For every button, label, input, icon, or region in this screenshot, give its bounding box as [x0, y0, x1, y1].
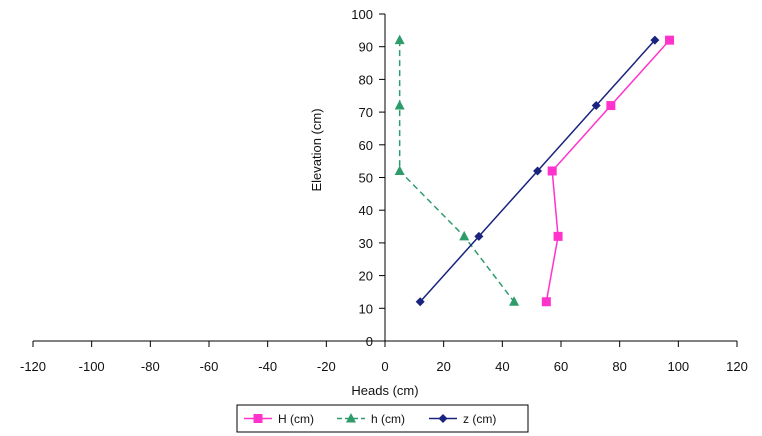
y-axis-title: Elevation (cm)	[309, 108, 324, 191]
legend: H (cm) h (cm) z (cm)	[236, 404, 529, 433]
data-point-diamond	[415, 297, 425, 307]
data-point-diamond	[533, 166, 543, 176]
x-tick-label: -60	[200, 359, 219, 374]
data-point-triangle	[394, 34, 405, 45]
data-point-diamond	[474, 231, 484, 241]
y-tick-label: 0	[366, 334, 373, 349]
y-tick-label: 30	[359, 236, 373, 251]
legend-label: h (cm)	[371, 412, 405, 426]
data-point-triangle	[394, 165, 405, 175]
x-tick-label: 100	[667, 359, 689, 374]
y-tick-labels: 0 10 20 30 40 50 60 70 80 90 100	[351, 7, 373, 349]
x-tick-labels: -120 -100 -80 -60 -40 -20 0 20 40 60 80 100 120	[20, 359, 748, 374]
y-tick-label: 90	[359, 40, 373, 55]
x-tick-label: 80	[612, 359, 626, 374]
legend-label: H (cm)	[278, 412, 314, 426]
series-layer	[394, 34, 675, 307]
data-point-diamond	[591, 101, 601, 111]
series-3	[415, 35, 660, 307]
x-tick-label: 40	[495, 359, 509, 374]
data-point-square	[541, 297, 551, 307]
legend-label: z (cm)	[463, 412, 496, 426]
x-tick-label: 20	[436, 359, 450, 374]
data-point-triangle	[394, 100, 405, 110]
legend-box	[236, 404, 529, 433]
data-point-square	[253, 414, 263, 423]
axes	[32, 13, 738, 347]
y-tick-label: 20	[359, 269, 373, 284]
series-2	[394, 34, 520, 306]
series-1	[541, 35, 675, 307]
y-tick-label: 70	[359, 105, 373, 120]
y-tick-label: 10	[359, 301, 373, 316]
y-tick-label: 80	[359, 72, 373, 87]
data-point-square	[606, 101, 616, 111]
series-line	[398, 40, 515, 303]
x-tick-label: -100	[79, 359, 105, 374]
y-tick-label: 40	[359, 203, 373, 218]
series-line	[545, 39, 671, 302]
x-tick-label: 0	[381, 359, 388, 374]
data-point-square	[665, 35, 675, 45]
y-tick-label: 60	[359, 138, 373, 153]
x-tick-label: -20	[317, 359, 336, 374]
data-point-triangle	[459, 230, 470, 241]
x-axis-title: Heads (cm)	[351, 383, 418, 398]
data-point-square	[547, 166, 557, 176]
y-tick-label: 50	[359, 171, 373, 186]
data-point-triangle	[346, 413, 356, 423]
x-tick-label: -120	[20, 359, 46, 374]
x-tick-label: -40	[258, 359, 277, 374]
data-point-square	[553, 231, 563, 241]
data-point-diamond	[438, 414, 448, 423]
data-point-diamond	[650, 35, 660, 45]
data-point-triangle	[509, 296, 520, 306]
y-tick-label: 100	[351, 7, 373, 22]
x-tick-label: -80	[141, 359, 160, 374]
x-tick-label: 60	[554, 359, 568, 374]
x-tick-label: 120	[726, 359, 748, 374]
